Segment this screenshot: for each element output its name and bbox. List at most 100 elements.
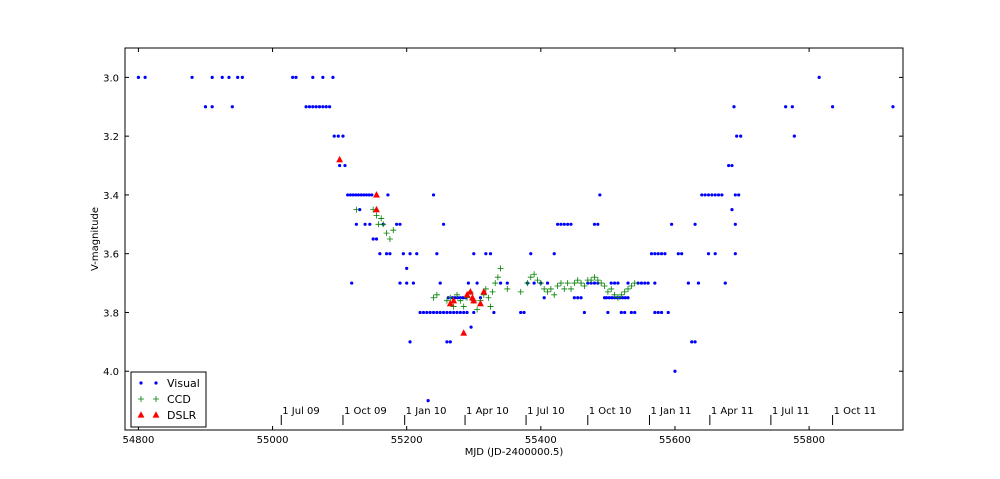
visual-point: [542, 296, 546, 300]
visual-point: [696, 281, 701, 285]
visual-point: [346, 193, 350, 197]
ccd-point: [604, 288, 611, 295]
visual-point: [693, 340, 697, 344]
visual-point: [613, 281, 617, 285]
y-tick-label: 3.2: [103, 132, 119, 143]
visual-point: [314, 105, 318, 109]
visual-point: [311, 75, 315, 79]
visual-point: [488, 252, 493, 256]
visual-point: [230, 105, 234, 109]
series-ccd: [353, 206, 638, 313]
visual-point: [598, 193, 602, 197]
ccd-point: [601, 283, 608, 290]
visual-point: [398, 281, 402, 285]
visual-point: [438, 310, 442, 315]
visual-point: [415, 252, 419, 256]
visual-point: [203, 105, 208, 109]
ccd-point: [561, 285, 568, 292]
visual-point: [706, 193, 711, 197]
ccd-point: [524, 280, 531, 287]
visual-point: [686, 281, 690, 285]
visual-point: [351, 193, 355, 197]
visual-point: [136, 75, 141, 79]
ccd-point: [443, 297, 450, 304]
visual-point: [639, 281, 644, 285]
visual-point: [190, 75, 194, 79]
visual-point: [636, 281, 640, 285]
visual-point: [582, 310, 587, 315]
visual-point: [484, 252, 488, 256]
date-tick-label: 1 Jul 09: [282, 406, 320, 417]
visual-point: [378, 252, 382, 256]
visual-point: [623, 310, 627, 315]
visual-point: [210, 105, 214, 109]
date-tick-label: 1 Apr 10: [466, 406, 509, 417]
visual-point: [555, 222, 560, 226]
y-tick-label: 3.8: [103, 308, 119, 319]
visual-point: [723, 281, 727, 285]
ccd-point: [564, 280, 571, 287]
visual-point: [559, 222, 563, 226]
x-tick-label: 55400: [525, 435, 557, 446]
visual-point: [363, 222, 367, 226]
visual-point: [374, 237, 379, 241]
ccd-point: [537, 280, 544, 287]
visual-point: [472, 310, 476, 315]
ccd-point: [433, 291, 440, 298]
visual-point: [891, 105, 895, 109]
visual-point: [448, 310, 452, 315]
visual-point: [336, 134, 340, 138]
dslr-point: [460, 329, 468, 336]
legend-label-dslr: DSLR: [167, 409, 197, 422]
visual-point: [362, 193, 366, 197]
y-tick-label: 3.0: [103, 73, 119, 84]
dslr-point: [470, 296, 478, 304]
legend-item-visual: Visual: [139, 377, 200, 390]
ccd-point: [485, 294, 492, 301]
visual-point: [739, 134, 743, 138]
date-tick-label: 1 Oct 10: [589, 406, 632, 417]
visual-point: [386, 193, 390, 197]
ccd-point: [608, 285, 615, 292]
y-tick-label: 4.0: [103, 367, 119, 378]
visual-point: [730, 208, 734, 212]
visual-point: [462, 310, 466, 315]
legend-item-ccd: CCD: [138, 393, 191, 406]
ccd-point: [386, 236, 393, 242]
ccd-point: [460, 303, 467, 310]
ccd-point: [378, 215, 385, 222]
visual-point: [307, 105, 312, 109]
visual-point: [792, 134, 796, 138]
visual-point: [522, 310, 526, 315]
ccd-point: [571, 280, 578, 287]
plot-frame: [124, 47, 904, 431]
visual-point: [408, 340, 412, 344]
visual-point: [338, 163, 342, 168]
visual-point: [610, 296, 614, 300]
visual-point: [569, 222, 573, 226]
ccd-point: [588, 277, 595, 284]
dslr-point: [477, 299, 484, 307]
visual-point: [735, 134, 739, 138]
ccd-point: [380, 221, 387, 228]
ccd-point: [574, 277, 581, 284]
visual-point: [720, 193, 724, 197]
visual-point: [733, 222, 737, 226]
plot-marks: [136, 75, 895, 403]
visual-point: [680, 252, 684, 256]
visual-point: [388, 252, 392, 256]
x-tick-label: 54800: [123, 435, 155, 446]
visual-point: [458, 310, 462, 315]
ccd-point: [591, 274, 598, 281]
ccd-point: [487, 303, 494, 310]
ccd-point: [527, 274, 534, 281]
visual-point: [455, 310, 459, 315]
date-tick-label: 1 Jul 11: [772, 406, 810, 417]
visual-point: [592, 281, 597, 285]
visual-point: [552, 252, 556, 256]
ccd-point: [383, 230, 390, 237]
visual-point: [321, 75, 325, 79]
visual-point: [370, 193, 374, 197]
visual-point: [592, 222, 597, 226]
ccd-point: [447, 294, 454, 301]
